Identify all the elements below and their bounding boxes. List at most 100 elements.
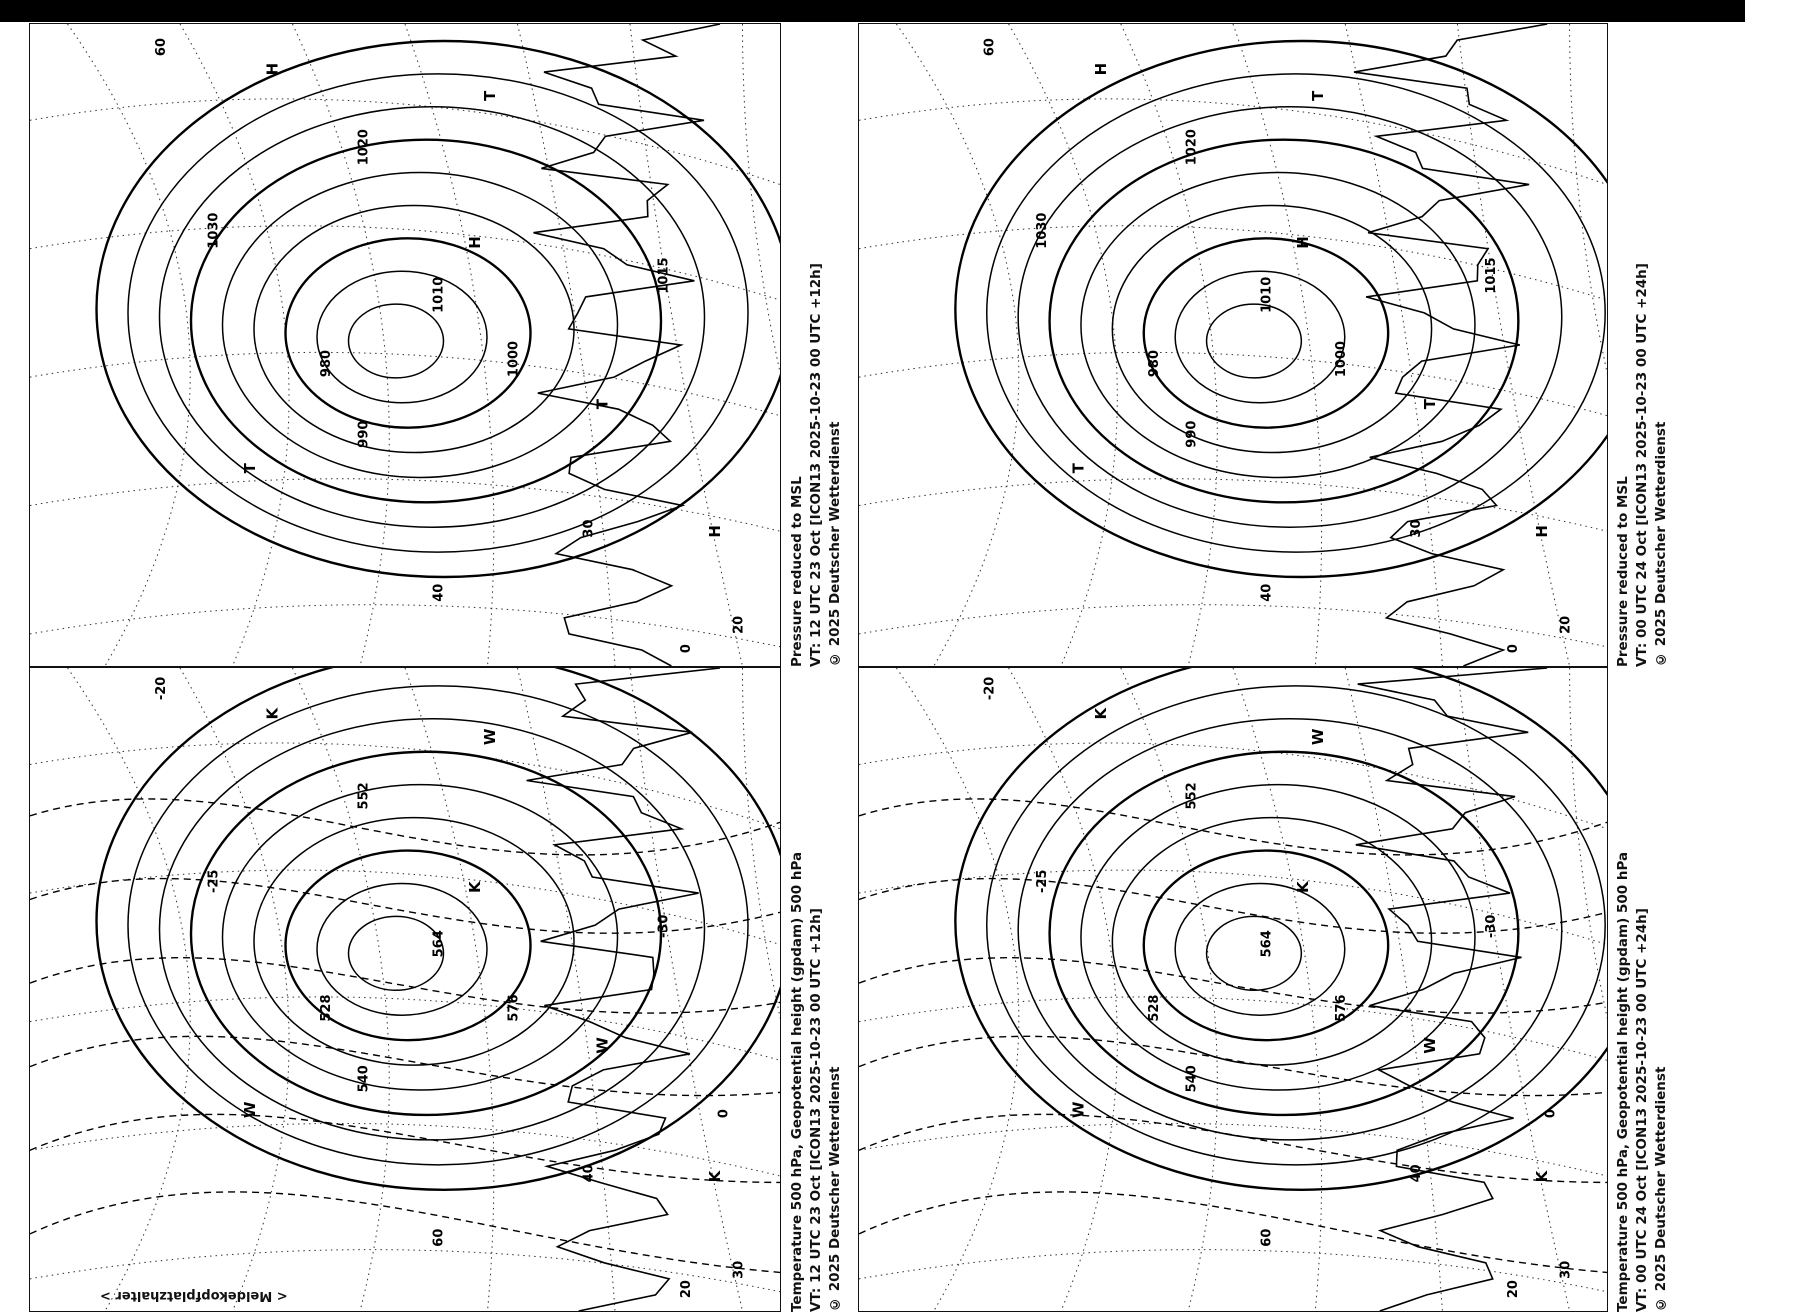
contour-line <box>1080 171 1476 479</box>
contour-value-label: 0 <box>679 644 694 653</box>
contour-value-label: -30 <box>1484 915 1499 939</box>
isotherm-line <box>30 1113 780 1184</box>
contour-value-label: 20 <box>732 616 747 634</box>
contour-line <box>347 303 445 379</box>
contour-value-label: 30 <box>1409 520 1424 538</box>
parallel-line <box>859 225 1607 301</box>
contour-value-label: 1010 <box>432 277 447 313</box>
contour-line <box>95 39 780 579</box>
contour-value-label: 30 <box>1559 1261 1574 1279</box>
contour-line <box>95 668 780 1191</box>
caption-line: Temperature 500 hPa, Geopotential height… <box>1615 851 1631 1312</box>
contour-line <box>1142 237 1390 429</box>
contour-value-label: -25 <box>207 870 222 894</box>
contour-value-label: 20 <box>679 1280 694 1298</box>
contour-line <box>158 106 706 528</box>
parallel-line <box>859 869 1607 945</box>
pressure-center-label: K <box>1092 706 1110 719</box>
pressure-center-label: H <box>264 63 282 76</box>
contour-line <box>189 750 663 1117</box>
isotherm-line <box>859 798 1607 856</box>
map-t500-24h: K W K W W K 552 564 576 540 528 -25 -30 -20 60 40 30 20 0 <box>858 667 1608 1312</box>
parallel-line <box>859 98 1607 185</box>
contour-value-label: 1015 <box>1484 257 1499 293</box>
meridian-line <box>742 24 780 375</box>
contour-value-label: 1030 <box>1035 213 1050 249</box>
isotherm-line <box>30 1191 780 1274</box>
contour-value-label: -30 <box>657 915 672 939</box>
caption-msl-12h: Pressure reduced to MSL VT: 12 UTC 23 Oc… <box>788 23 845 667</box>
contour-line <box>1048 138 1520 504</box>
isotherm-line <box>859 877 1607 934</box>
parallel-line <box>30 996 780 1061</box>
contour-line <box>1111 816 1433 1066</box>
contour-value-label: 0 <box>1506 644 1521 653</box>
caption-line: Pressure reduced to MSL <box>789 476 805 667</box>
caption-line: Temperature 500 hPa, Geopotential height… <box>789 851 805 1312</box>
pressure-center-label: H <box>466 236 484 249</box>
contour-value-label: 60 <box>432 1229 447 1247</box>
geopotential-map: K W K W W K 552 564 576 540 528 -25 -30 -20 60 40 30 20 0 <box>859 668 1607 1311</box>
meridian-line <box>1008 668 1118 1311</box>
contour-value-label: 40 <box>432 584 447 602</box>
contour-value-label: 20 <box>1559 616 1574 634</box>
pressure-center-label: T <box>241 462 259 473</box>
parallel-line <box>859 478 1607 532</box>
contour-value-label: 528 <box>1147 995 1162 1022</box>
pressure-center-label: T <box>1421 398 1439 409</box>
meridian-line <box>895 24 1020 666</box>
map-msl-12h: H T H T T H 1020 1010 1000 990 980 1030 1015 60 40 30 20… <box>29 23 781 667</box>
geopotential-map: K W K W W K 552 564 576 540 528 -25 -30 -20 60 40 30 20 0 <box>30 668 780 1311</box>
meridian-line <box>179 668 290 1311</box>
isotherm-line <box>30 798 780 856</box>
contour-line <box>284 849 532 1042</box>
contour-line <box>1205 303 1303 379</box>
caption-msl-24h: Pressure reduced to MSL VT: 00 UTC 24 Oc… <box>1614 23 1671 667</box>
caption-line: VT: 00 UTC 24 Oct [ICON13 2025-10-23 00 … <box>1634 908 1650 1312</box>
parallel-line <box>859 351 1607 417</box>
contour-line <box>986 73 1606 553</box>
header-bar <box>0 0 1745 22</box>
contour-value-label: 528 <box>319 995 334 1022</box>
contour-value-label: 1015 <box>657 257 672 293</box>
meridian-line <box>629 24 743 666</box>
pressure-center-label: W <box>1421 1037 1439 1054</box>
coastline <box>1353 24 1548 666</box>
isobar-map: H T H T T H 1020 1010 1000 990 980 1030 1015 60 40 30 20… <box>30 24 780 666</box>
meridian-line <box>292 24 390 666</box>
meridian-line <box>404 24 495 666</box>
contour-value-label: 20 <box>1506 1280 1521 1298</box>
meridian-line <box>404 668 495 1311</box>
parallel-line <box>859 1249 1607 1293</box>
contour-line <box>1017 718 1563 1141</box>
contour-value-label: 1010 <box>1259 277 1274 313</box>
contour-line <box>127 73 749 553</box>
contour-value-label: -20 <box>983 677 998 701</box>
caption-line: © 2025 Deutscher Wetterdienst <box>1653 1066 1669 1312</box>
pressure-center-label: H <box>1533 525 1551 538</box>
contour-value-label: 980 <box>319 350 334 377</box>
meridian-line <box>1569 24 1607 375</box>
meridian-line <box>1232 668 1323 1311</box>
pressure-center-label: H <box>1294 236 1312 249</box>
meridian-line <box>1120 668 1218 1311</box>
parallel-line <box>30 1122 780 1177</box>
pressure-center-label: T <box>481 90 499 101</box>
contour-value-label: 60 <box>983 38 998 56</box>
caption-line: VT: 12 UTC 23 Oct [ICON13 2025-10-23 00 … <box>808 908 824 1312</box>
pressure-center-label: K <box>264 706 282 719</box>
coastline <box>1355 668 1548 1311</box>
map-msl-24h: H T H T T H 1020 1010 1000 990 980 1030 1015 60 40 30 20… <box>858 23 1608 667</box>
parallel-line <box>30 1249 780 1293</box>
parallel-line <box>30 98 780 185</box>
contour-value-label: 576 <box>507 995 522 1022</box>
contour-value-label: 990 <box>357 421 372 448</box>
isotherm-line <box>859 957 1607 1014</box>
contour-value-label: 40 <box>582 1164 597 1182</box>
coastline <box>526 668 721 1311</box>
contour-value-label: 1020 <box>357 129 372 165</box>
caption-line: Pressure reduced to MSL <box>1615 476 1631 667</box>
footer-placeholder: < Meldekopfplatzhalter > <box>100 1288 288 1303</box>
contour-value-label: 1020 <box>1185 129 1200 165</box>
caption-t500-24h: Temperature 500 hPa, Geopotential height… <box>1614 667 1671 1312</box>
